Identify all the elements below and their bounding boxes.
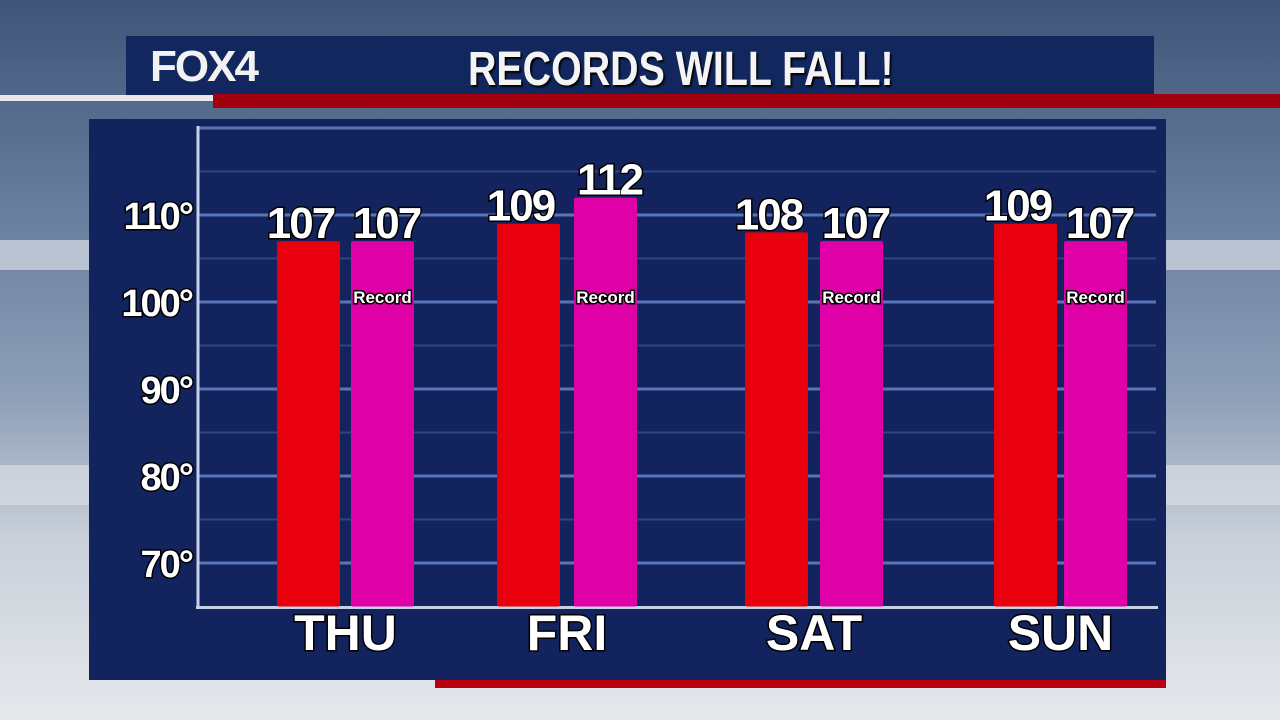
- page-title: RECORDS WILL FALL!: [468, 43, 894, 96]
- x-tick-label: SUN: [1008, 605, 1114, 661]
- forecast-bar: [745, 232, 808, 607]
- record-label: Record: [576, 288, 635, 307]
- accent-stripe-bottom: [435, 680, 1166, 688]
- accent-line: [0, 95, 213, 101]
- header-bar: FOX4 RECORDS WILL FALL!: [126, 36, 1154, 96]
- bar-value-label: 109: [984, 182, 1052, 231]
- record-label: Record: [822, 288, 881, 307]
- record-label: Record: [1066, 288, 1125, 307]
- x-tick-label: FRI: [527, 605, 608, 661]
- record-bar: [574, 197, 637, 607]
- bar-value-label: 108: [735, 190, 804, 239]
- forecast-bar: [497, 223, 560, 607]
- forecast-bar: [994, 223, 1057, 607]
- bar-value-label: 107: [353, 199, 421, 248]
- bar-value-label: 109: [487, 182, 555, 231]
- y-tick-label: 110°: [123, 196, 192, 238]
- y-tick-label: 80°: [141, 457, 193, 499]
- fox4-logo: FOX4: [150, 42, 259, 91]
- x-tick-label: THU: [294, 605, 397, 661]
- record-label: Record: [353, 288, 412, 307]
- bar-value-label: 107: [1066, 199, 1134, 248]
- y-tick-label: 90°: [141, 370, 193, 412]
- bar-value-label: 107: [822, 199, 890, 248]
- bar-value-label: 107: [267, 199, 335, 248]
- bar-value-label: 112: [577, 156, 643, 205]
- y-tick-label: 100°: [121, 283, 192, 325]
- record-bar: [1064, 241, 1127, 607]
- record-bar: [820, 241, 883, 607]
- record-bar: [351, 241, 414, 607]
- accent-stripe: [213, 94, 1280, 108]
- y-tick-label: 70°: [141, 544, 193, 586]
- forecast-bar: [277, 241, 340, 607]
- x-tick-label: SAT: [766, 605, 862, 661]
